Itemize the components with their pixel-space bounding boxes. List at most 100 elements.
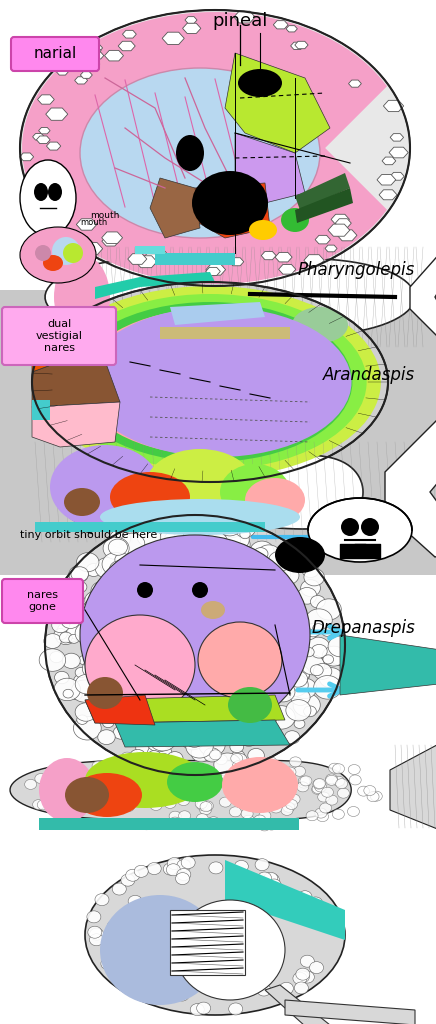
Ellipse shape — [135, 794, 147, 804]
Ellipse shape — [278, 543, 296, 558]
Ellipse shape — [250, 541, 274, 561]
Ellipse shape — [272, 791, 285, 801]
Ellipse shape — [284, 767, 296, 777]
Ellipse shape — [100, 895, 220, 1005]
Polygon shape — [88, 60, 100, 68]
Ellipse shape — [140, 820, 153, 829]
Ellipse shape — [308, 498, 412, 562]
Ellipse shape — [179, 811, 191, 821]
Polygon shape — [377, 174, 396, 185]
Ellipse shape — [208, 550, 235, 573]
Ellipse shape — [253, 548, 268, 560]
Ellipse shape — [226, 548, 239, 559]
Ellipse shape — [245, 478, 305, 522]
Ellipse shape — [326, 795, 338, 805]
Ellipse shape — [293, 973, 307, 984]
Ellipse shape — [110, 766, 122, 776]
Ellipse shape — [109, 771, 122, 780]
Ellipse shape — [200, 520, 211, 529]
Polygon shape — [86, 43, 102, 52]
Ellipse shape — [102, 553, 129, 575]
Ellipse shape — [304, 568, 324, 586]
Polygon shape — [123, 31, 136, 38]
Ellipse shape — [201, 801, 213, 811]
Ellipse shape — [254, 815, 266, 825]
Ellipse shape — [85, 752, 205, 808]
Ellipse shape — [67, 623, 87, 639]
Bar — [155, 253, 235, 265]
Ellipse shape — [257, 984, 271, 996]
Ellipse shape — [50, 651, 63, 663]
Ellipse shape — [62, 776, 74, 786]
Ellipse shape — [109, 782, 121, 793]
Polygon shape — [335, 219, 351, 227]
Ellipse shape — [241, 809, 253, 818]
Ellipse shape — [95, 894, 109, 905]
Ellipse shape — [71, 680, 97, 702]
Ellipse shape — [166, 864, 181, 876]
Bar — [170, 910, 245, 975]
Ellipse shape — [347, 807, 359, 816]
Polygon shape — [304, 255, 324, 266]
Ellipse shape — [361, 518, 379, 536]
Ellipse shape — [101, 683, 126, 705]
Polygon shape — [136, 256, 157, 267]
Ellipse shape — [156, 720, 172, 733]
Ellipse shape — [72, 773, 142, 817]
Polygon shape — [275, 252, 292, 262]
Ellipse shape — [269, 762, 281, 772]
Ellipse shape — [61, 630, 76, 642]
Polygon shape — [206, 264, 225, 275]
Ellipse shape — [370, 792, 382, 801]
Polygon shape — [32, 179, 46, 187]
Ellipse shape — [153, 754, 174, 771]
Ellipse shape — [303, 647, 314, 656]
Polygon shape — [235, 133, 305, 203]
Ellipse shape — [286, 685, 302, 698]
Ellipse shape — [107, 324, 313, 440]
Ellipse shape — [279, 982, 293, 994]
Ellipse shape — [85, 855, 345, 1015]
Ellipse shape — [220, 464, 290, 520]
Ellipse shape — [177, 796, 190, 806]
Ellipse shape — [197, 727, 211, 738]
Polygon shape — [80, 72, 92, 78]
Ellipse shape — [181, 531, 201, 549]
Ellipse shape — [160, 528, 185, 549]
Ellipse shape — [121, 794, 133, 803]
Ellipse shape — [367, 792, 379, 802]
Ellipse shape — [75, 702, 97, 721]
Ellipse shape — [48, 183, 62, 201]
Ellipse shape — [268, 551, 292, 571]
Ellipse shape — [332, 809, 344, 819]
Polygon shape — [390, 172, 404, 180]
Ellipse shape — [87, 911, 101, 923]
Polygon shape — [389, 147, 408, 158]
Ellipse shape — [163, 786, 175, 797]
Ellipse shape — [144, 556, 155, 565]
Ellipse shape — [281, 208, 309, 232]
Ellipse shape — [238, 69, 282, 97]
Ellipse shape — [272, 796, 283, 806]
Ellipse shape — [208, 817, 219, 826]
Ellipse shape — [296, 968, 310, 980]
Ellipse shape — [209, 862, 223, 873]
Ellipse shape — [52, 617, 69, 633]
Ellipse shape — [259, 821, 271, 830]
Polygon shape — [185, 16, 197, 24]
Ellipse shape — [137, 768, 149, 777]
Ellipse shape — [313, 664, 332, 679]
Polygon shape — [45, 258, 415, 336]
Ellipse shape — [101, 957, 115, 970]
Ellipse shape — [54, 629, 67, 640]
Ellipse shape — [87, 671, 106, 687]
Ellipse shape — [318, 792, 330, 802]
Ellipse shape — [53, 294, 367, 470]
Ellipse shape — [112, 883, 126, 895]
Ellipse shape — [215, 755, 227, 765]
Ellipse shape — [312, 784, 324, 795]
Ellipse shape — [358, 786, 370, 796]
Ellipse shape — [150, 801, 162, 810]
Ellipse shape — [311, 900, 325, 912]
Ellipse shape — [134, 865, 148, 878]
